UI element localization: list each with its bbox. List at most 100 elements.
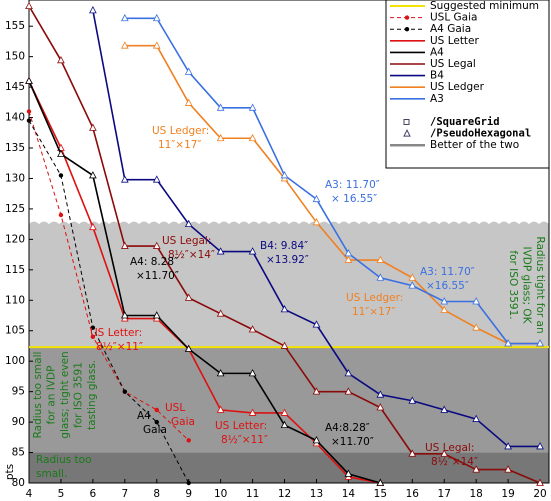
series-line [29,80,381,483]
series-line [124,17,541,345]
point [472,297,481,305]
point [25,76,33,84]
annotation: A3: 11.70″ [420,266,475,278]
region-text: Radius tight for an [534,236,546,333]
y-tick-label: 80 [12,477,25,489]
region-text: for an IVDP [46,366,58,425]
point [312,436,321,444]
point [152,175,161,183]
x-tick-label: 4 [26,488,33,500]
point [408,273,417,281]
point [152,41,161,49]
legend-label: US Ledger [430,81,485,93]
x-tick-label: 8 [153,488,160,500]
y-tick-label: 145 [5,81,25,93]
series-line [29,111,190,441]
x-tick-label: 18 [469,488,482,500]
legend-label: A4 [430,46,444,58]
annotation: A4 [137,410,151,422]
legend-marker [404,27,410,32]
annotation: ×16.55″ [426,280,469,292]
region-text: glass; tight even [59,351,71,438]
x-tick-label: 9 [185,488,192,500]
x-tick-label: 16 [406,488,420,500]
point [312,194,321,203]
point [344,387,353,395]
point [312,217,321,226]
y-tick-label: 105 [5,325,25,337]
point [312,320,321,328]
legend-label: A3 [430,93,444,105]
annotation: 8½″×14″ [431,456,478,468]
annotation: 8½″×14″ [168,249,215,261]
x-tick-label: 11 [246,488,259,500]
point [154,419,159,425]
legend-label: US Legal [430,58,476,70]
annotation: × 16.55″ [331,193,377,205]
y-tick-label: 130 [5,172,25,184]
point [216,405,225,413]
point [26,109,32,114]
x-tick-label: 17 [438,488,451,500]
point [376,478,385,486]
annotation: US Letter: [90,327,142,339]
region [29,347,549,453]
point [248,103,257,111]
point [57,55,65,64]
annotation: ×11.70″ [136,270,179,282]
annotation: ×11.70″ [331,436,374,448]
point [440,449,449,457]
point [504,442,512,450]
x-tick-label: 13 [310,488,323,500]
x-tick-label: 7 [121,488,128,500]
point [280,305,289,313]
point [90,334,96,340]
x-tick-label: 12 [278,488,291,500]
point [58,212,64,218]
point [248,369,257,377]
point [26,118,32,123]
point [184,98,193,106]
point [186,480,191,486]
annotation: 8½″×11″ [96,341,143,353]
x-tick-label: 19 [501,488,514,500]
region-text: IVDP glass; OK [521,246,533,324]
legend-marker [404,15,410,20]
legend-label: B4 [430,70,444,82]
region-text: for ISO 3591 [73,362,85,428]
legend-label: A4 Gaia [430,23,471,35]
legend-label: Better of the two [430,139,519,151]
annotation: ×13.92″ [266,254,309,266]
region-text: for ISO 3591. [507,250,519,319]
point [504,339,512,347]
point [152,13,161,22]
annotation: 11″×17″ [352,306,395,318]
point [58,173,64,178]
point [376,273,385,281]
point [120,241,129,249]
point [472,414,481,422]
point [408,281,417,289]
annotation: 11″×17″ [158,139,201,151]
annotation: Gaia [171,416,195,428]
region [29,452,549,483]
point [89,222,97,231]
y-tick-label: 115 [5,264,25,276]
point [376,403,385,411]
point [472,465,481,473]
region-text: tasting glass. [86,360,98,430]
point [152,241,161,249]
legend-box [385,0,550,169]
annotation: Gaia [143,424,167,436]
point [376,255,385,263]
annotation: A3: 11.70″ [325,179,380,191]
annotation: 8½″×11″ [221,434,268,446]
annotation: US Legal: [425,442,474,454]
point [57,149,65,157]
point [120,311,129,319]
point [440,297,449,305]
series-line [29,120,190,483]
region-text: small. [36,468,67,480]
x-tick-label: 5 [58,488,65,500]
annotation: US Ledger: [152,125,209,137]
